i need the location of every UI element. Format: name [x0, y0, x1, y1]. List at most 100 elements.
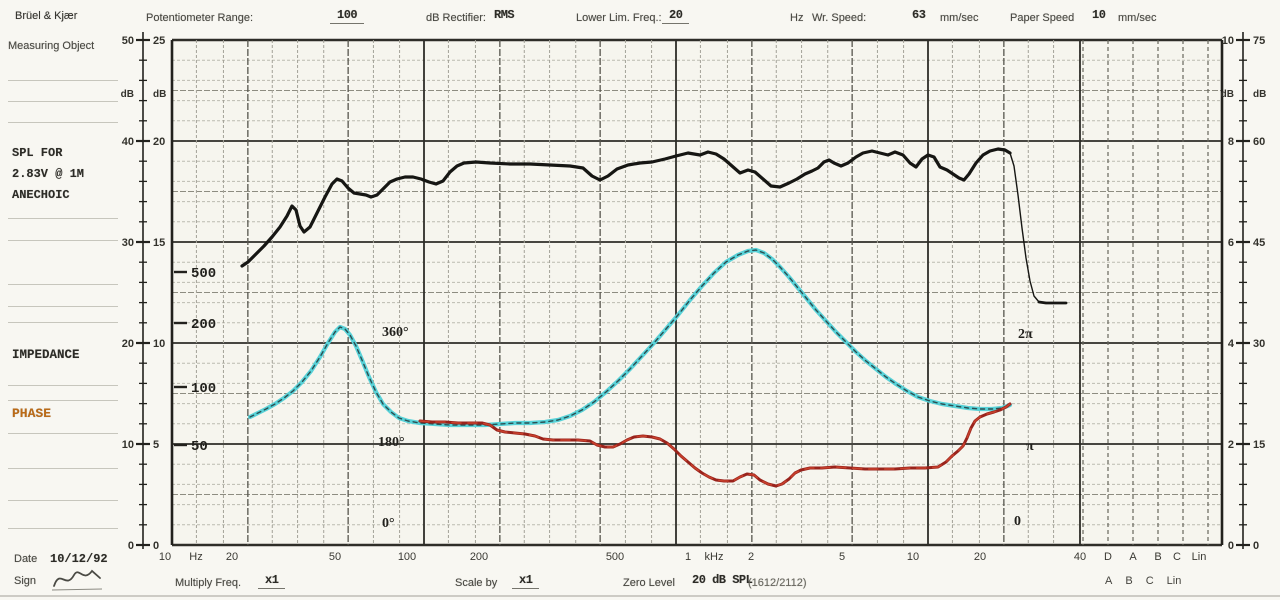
x-axis-label: D — [1104, 551, 1112, 563]
left-db-ruler-label: 10 — [122, 439, 134, 451]
right-db-ruler-label: 6 — [1228, 237, 1234, 249]
right-db-ruler-label: 30 — [1253, 338, 1265, 350]
zero-level-label: Zero Level — [623, 577, 675, 589]
ruled-line — [8, 240, 118, 241]
zero-level-value: 20 dB SPL — [692, 573, 753, 587]
paper-speed-label: Paper Speed — [1010, 12, 1075, 24]
left-db-ruler-label: 0 — [153, 540, 159, 552]
scale-by-value: x1 — [512, 573, 540, 589]
ruled-line — [8, 433, 118, 434]
paper-speed-value: 10 — [1092, 8, 1106, 22]
hz-unit-label: Hz — [790, 12, 804, 24]
scan-edge-shadow — [0, 595, 1280, 597]
writing-speed-value: 63 — [912, 8, 926, 22]
spl-curve — [240, 147, 1012, 268]
weighting-c-label: C — [1145, 575, 1154, 587]
writing-speed-label: Wr. Speed: — [812, 12, 867, 24]
scale-by-label: Scale by — [455, 577, 498, 589]
right-db-ruler-label: 75 — [1253, 35, 1265, 47]
left-db-ruler-label: 20 — [153, 136, 165, 148]
sign-label: Sign — [14, 575, 37, 587]
weighting-a-label: A — [1105, 575, 1113, 587]
phase-curve-overlay — [419, 403, 1011, 487]
right-db-ruler-label: dB — [1253, 89, 1266, 100]
right-db-ruler-label: 0 — [1253, 540, 1259, 552]
left-db-ruler-label: 15 — [153, 237, 165, 249]
ruled-line — [8, 500, 118, 501]
potentiometer-range-value: 100 — [330, 8, 365, 24]
multiply-freq-value: x1 — [258, 573, 286, 589]
left-db-ruler-label: 40 — [122, 136, 134, 148]
right-db-ruler-label: 10 — [1222, 35, 1234, 47]
brand-logo: Brüel & Kjær — [15, 10, 78, 22]
left-db-ruler-label: 10 — [153, 338, 165, 350]
measuring-object-entry-spl-3: ANECHOIC — [12, 188, 70, 202]
left-db-ruler-label: 20 — [122, 338, 134, 350]
x-axis-label: Hz — [189, 551, 202, 563]
left-db-ruler-label: dB — [121, 89, 134, 100]
right-db-ruler-label: 0 — [1228, 540, 1234, 552]
x-axis-label: 20 — [226, 551, 238, 563]
paper-speed-unit: mm/sec — [1118, 12, 1157, 24]
ruled-line — [8, 400, 118, 401]
weighting-letters-row: A B C Lin — [1105, 575, 1181, 587]
right-db-ruler-label: dB — [1221, 89, 1234, 100]
weighting-b-label: B — [1125, 575, 1133, 587]
db-rectifier-value: RMS — [494, 8, 515, 22]
impedance-curve-overlay — [249, 249, 1011, 426]
left-db-ruler-label: dB — [153, 89, 166, 100]
right-db-ruler-label: 4 — [1228, 338, 1235, 350]
x-axis-label: 500 — [606, 551, 624, 563]
x-axis-label: 100 — [398, 551, 416, 563]
measuring-object-entry-spl-1: SPL FOR — [12, 146, 63, 160]
left-db-ruler-label: 25 — [153, 35, 165, 47]
ruled-line — [8, 122, 118, 123]
left-db-ruler-label: 0 — [128, 540, 134, 552]
x-axis-label: 40 — [1074, 551, 1086, 563]
ruled-line — [8, 468, 118, 469]
db-rectifier-label: dB Rectifier: — [426, 12, 486, 24]
ruled-line — [8, 218, 118, 219]
x-axis-label: C — [1173, 551, 1181, 563]
impedance-curve-label: IMPEDANCE — [12, 348, 80, 362]
phase-scale-annotation: 0 — [1014, 514, 1021, 529]
writing-speed-unit: mm/sec — [940, 12, 979, 24]
measuring-object-entry-spl-2: 2.83V @ 1M — [12, 167, 85, 181]
phase-scale-annotation: 360° — [382, 325, 409, 340]
impedance-tick-label: 50 — [191, 439, 208, 455]
x-axis-label: 5 — [839, 551, 845, 563]
phase-curve-label: PHASE — [12, 406, 52, 421]
ruled-line — [8, 80, 118, 81]
spl-curve — [1009, 152, 1040, 303]
impedance-tick-label: 500 — [191, 266, 216, 282]
x-axis-label: 10 — [159, 551, 171, 563]
x-axis-label: 2 — [748, 551, 754, 563]
phase-scale-annotation: 180° — [378, 435, 405, 450]
left-db-ruler-label: 5 — [153, 439, 159, 451]
phase-scale-annotation: 2π — [1018, 327, 1033, 342]
potentiometer-range-label: Potentiometer Range: — [146, 12, 254, 24]
x-axis-label: B — [1154, 551, 1161, 563]
x-axis-label: A — [1129, 551, 1137, 563]
x-axis-label: kHz — [705, 551, 724, 563]
phase-scale-annotation: 0° — [382, 516, 395, 531]
right-db-ruler-label: 60 — [1253, 136, 1265, 148]
left-db-ruler-label: 50 — [122, 35, 134, 47]
measuring-object-label: Measuring Object — [8, 40, 95, 52]
x-axis-label: 50 — [329, 551, 341, 563]
x-axis-label: 200 — [470, 551, 488, 563]
ruled-line — [8, 528, 118, 529]
impedance-tick-label: 100 — [191, 381, 216, 397]
date-value: 10/12/92 — [50, 552, 108, 566]
ruled-line — [8, 322, 118, 323]
spl-curve — [1037, 300, 1068, 305]
right-db-ruler-label: 2 — [1228, 439, 1234, 451]
x-axis-label: 20 — [974, 551, 986, 563]
ruled-line — [8, 284, 118, 285]
x-axis-label: 1 — [685, 551, 691, 563]
right-db-ruler-label: 8 — [1228, 136, 1234, 148]
multiply-freq-label: Multiply Freq. — [175, 577, 242, 589]
ruled-line — [8, 385, 118, 386]
